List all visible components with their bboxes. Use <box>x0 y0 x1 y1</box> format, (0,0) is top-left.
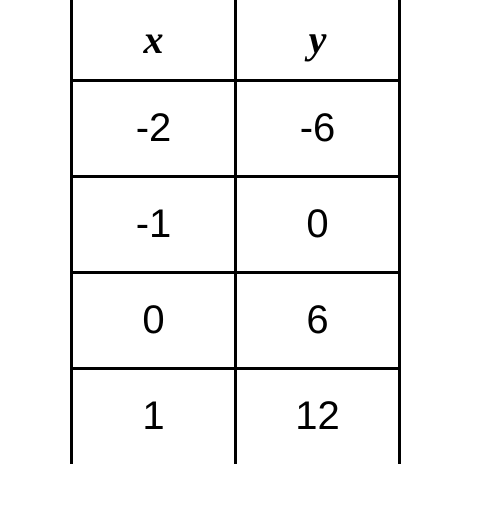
table-row: 0 6 <box>72 272 400 368</box>
column-header-x: x <box>72 0 236 80</box>
table-row: -2 -6 <box>72 80 400 176</box>
cell-x: 0 <box>72 272 236 368</box>
cell-y: 12 <box>236 368 400 464</box>
cell-x: 1 <box>72 368 236 464</box>
xy-table-container: x y -2 -6 -1 0 0 6 1 12 <box>70 0 401 464</box>
table-row: -1 0 <box>72 176 400 272</box>
xy-table: x y -2 -6 -1 0 0 6 1 12 <box>70 0 401 464</box>
column-header-y: y <box>236 0 400 80</box>
cell-x: -1 <box>72 176 236 272</box>
table-header-row: x y <box>72 0 400 80</box>
cell-y: 6 <box>236 272 400 368</box>
cell-x: -2 <box>72 80 236 176</box>
cell-y: -6 <box>236 80 400 176</box>
cell-y: 0 <box>236 176 400 272</box>
table-row: 1 12 <box>72 368 400 464</box>
